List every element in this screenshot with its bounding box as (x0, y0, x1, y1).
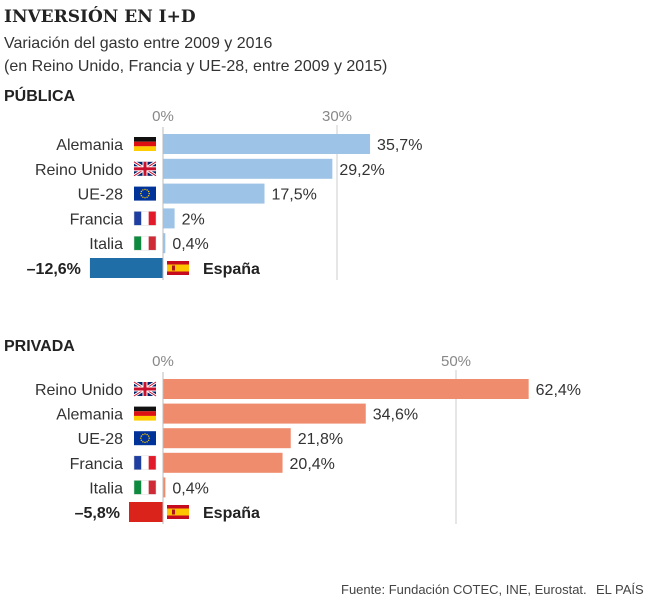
chart-panels: PÚBLICA 0% 30% 35,7% Alemania 29,2% Reino Unid… (4, 86, 581, 524)
bar (163, 403, 366, 424)
data-label: 35,7% (377, 137, 422, 154)
data-label: –12,6% (27, 261, 81, 278)
tick-label: 30% (322, 108, 352, 125)
panel-title: PÚBLICA (4, 86, 76, 105)
data-label: 62,4% (536, 382, 581, 399)
bar-row: 29,2% Reino Unido (35, 158, 385, 179)
uk-flag-icon (133, 380, 157, 398)
data-label: 0,4% (172, 236, 208, 253)
bar-row: 34,6% Alemania (56, 403, 418, 424)
chart-title: INVERSIÓN EN I+D (4, 6, 196, 27)
category-label: Alemania (56, 137, 123, 154)
bar (163, 428, 291, 449)
category-label: España (203, 505, 260, 522)
bar-row: 17,5% UE-28 (78, 183, 317, 204)
tick-label: 50% (441, 353, 471, 370)
france-flag-icon (133, 211, 157, 226)
category-label: Reino Unido (35, 382, 123, 399)
panel-title: PRIVADA (4, 338, 75, 355)
data-label: 20,4% (290, 456, 335, 473)
bar-row: 0,4% Italia (89, 477, 209, 498)
eu-flag-icon (134, 186, 156, 201)
bar-row: 0,4% Italia (89, 233, 209, 254)
data-label: –5,8% (75, 505, 120, 522)
category-label: Alemania (56, 407, 123, 424)
category-label: Francia (70, 211, 123, 228)
bar (163, 208, 175, 229)
france-flag-icon (133, 455, 157, 471)
data-label: 17,5% (272, 187, 317, 204)
bar (129, 502, 163, 522)
data-label: 21,8% (298, 431, 343, 448)
category-label: Reino Unido (35, 162, 123, 179)
germany-flag-icon (134, 406, 156, 421)
eu-flag-icon (134, 431, 156, 446)
panel-privada: PRIVADA 0% 50% 62,4% Reino Unido 34,6% Alemani… (4, 338, 581, 524)
bar (163, 134, 371, 154)
bar (163, 183, 265, 204)
category-label: Italia (89, 480, 123, 497)
tick-label: 0% (152, 108, 174, 125)
bar-row: 21,8% UE-28 (78, 428, 343, 449)
bar-row: 20,4% Francia (70, 452, 335, 473)
data-label: 2% (182, 211, 205, 228)
bar (163, 379, 529, 399)
bar (89, 258, 163, 278)
tick-label: 0% (152, 353, 174, 370)
bar-row: –12,6% España (27, 258, 260, 278)
chart-subtitle-line2: (en Reino Unido, Francia y UE-28, entre … (4, 58, 387, 75)
bar (163, 233, 166, 254)
category-label: Francia (70, 456, 123, 473)
category-label: España (203, 261, 260, 278)
bar (163, 477, 166, 498)
data-label: 0,4% (172, 480, 208, 497)
italy-flag-icon (133, 235, 157, 251)
chart-subtitle-line1: Variación del gasto entre 2009 y 2016 (4, 35, 272, 52)
bar (163, 452, 283, 473)
data-label: 29,2% (339, 162, 384, 179)
bar-row: 35,7% Alemania (56, 134, 422, 154)
source-note: Fuente: Fundación COTEC, INE, Eurostat. (341, 582, 587, 597)
bar-row: 2% Francia (70, 208, 205, 229)
category-label: UE-28 (78, 187, 123, 204)
category-label: Italia (89, 236, 123, 253)
data-label: 34,6% (373, 407, 418, 424)
publisher-logo: EL PAÍS (596, 582, 644, 597)
bar (163, 158, 333, 179)
category-label: UE-28 (78, 431, 123, 448)
bar-row: –5,8% España (75, 502, 260, 522)
spain-flag-icon (167, 261, 189, 275)
bar-row: 62,4% Reino Unido (35, 379, 581, 399)
spain-flag-icon (167, 505, 189, 519)
germany-flag-icon (134, 137, 156, 151)
italy-flag-icon (133, 480, 157, 495)
uk-flag-icon (133, 160, 157, 178)
panel-pública: PÚBLICA 0% 30% 35,7% Alemania 29,2% Reino Unid… (4, 86, 422, 280)
